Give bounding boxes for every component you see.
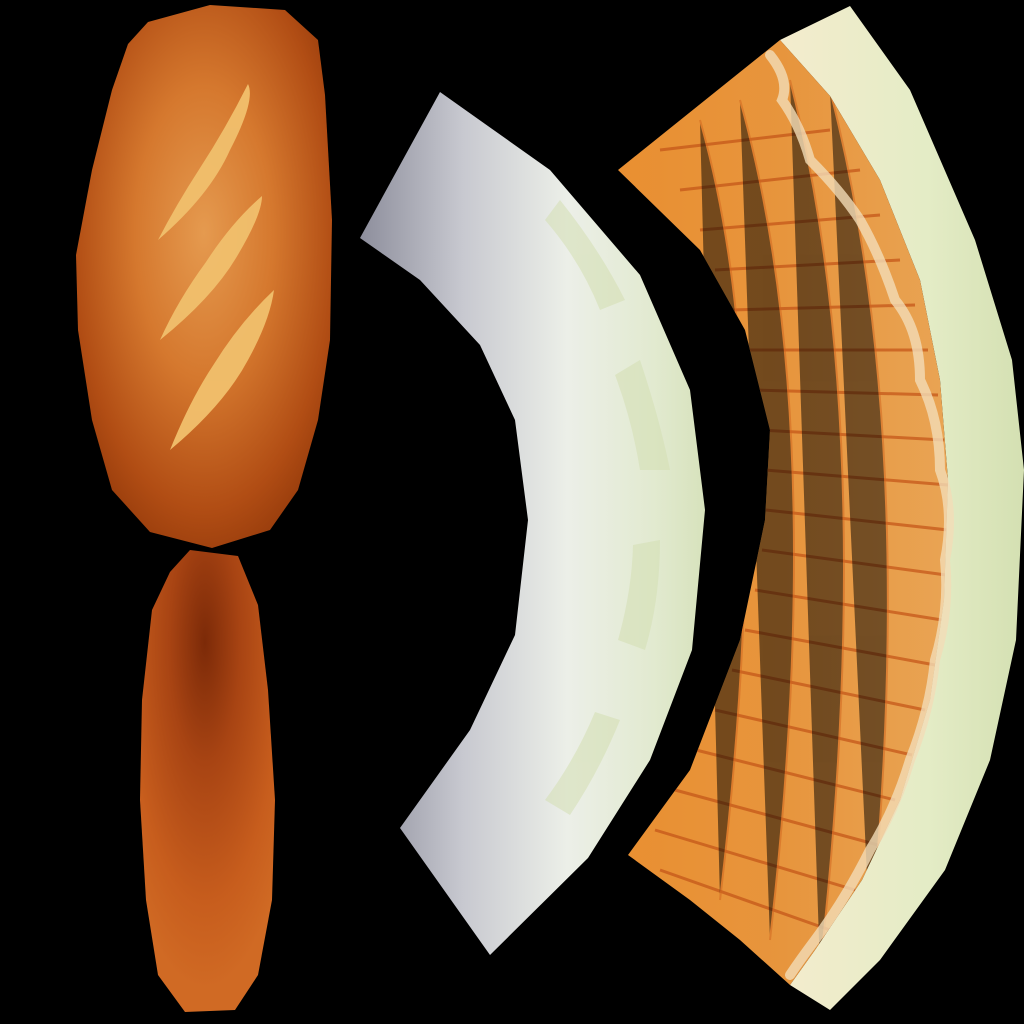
bread-loaf-top-piece <box>76 5 332 548</box>
crumb-swirl <box>765 50 954 980</box>
score-mark <box>158 84 274 450</box>
bread-loaf-bottom-piece <box>140 550 275 1012</box>
crumb-texture <box>545 200 670 815</box>
bread-crust-white-arc <box>360 92 705 955</box>
